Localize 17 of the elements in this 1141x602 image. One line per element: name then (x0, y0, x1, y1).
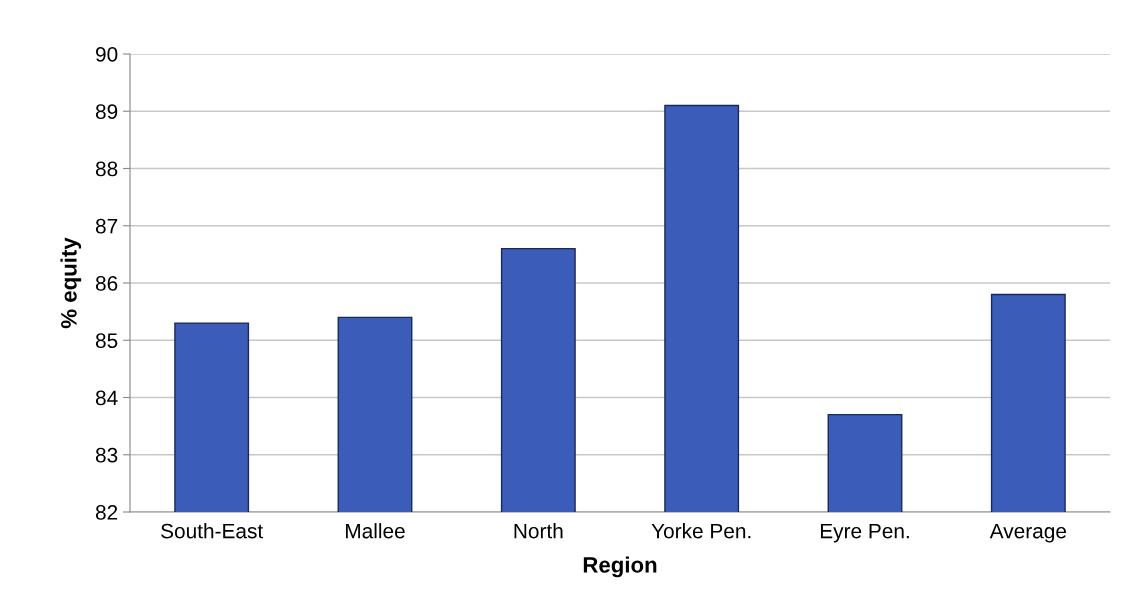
y-tick-label: 84 (95, 390, 118, 406)
y-tick-label: 89 (95, 104, 118, 119)
y-tick-label: 82 (95, 505, 118, 520)
x-tick-label: Yorke Pen. (651, 523, 751, 539)
x-tick-label: Eyre Pen. (820, 523, 909, 543)
x-tick-label: North (514, 523, 563, 539)
x-tick-label: Mallee (346, 523, 405, 539)
y-axis-title: % equity (60, 237, 82, 329)
x-axis-title: Region (583, 556, 657, 578)
y-tick-label: 87 (95, 218, 118, 234)
y-tick-label: 83 (95, 447, 118, 463)
y-tick-label: 88 (95, 161, 118, 177)
y-tick-label: 85 (95, 333, 118, 348)
y-tick-label: 86 (95, 276, 118, 291)
y-tick-label: 90 (96, 47, 118, 62)
x-tick-label: Average (989, 523, 1067, 543)
x-tick-label: South-East (161, 523, 264, 539)
